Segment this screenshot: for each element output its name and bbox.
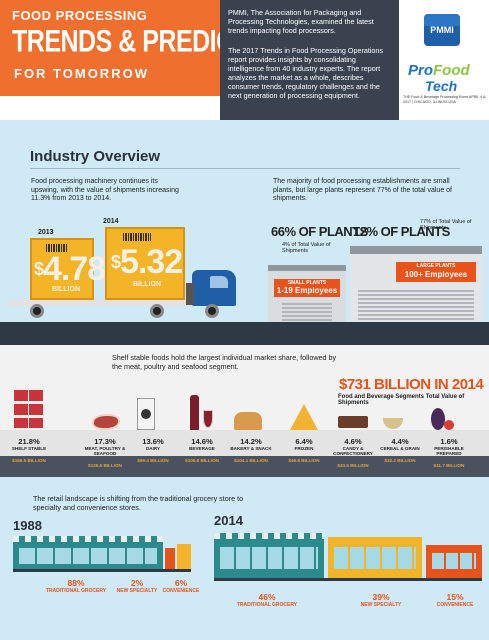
wine-glass-icon — [203, 410, 213, 428]
category-item: 4.4% CEREAL & GRAIN $32.2 BILLION — [380, 437, 420, 463]
industry-overview-title: Industry Overview — [30, 148, 161, 165]
large-plants-note: 77% of Total Value of Shipments — [420, 219, 472, 231]
steak-icon — [92, 414, 120, 430]
retail-1988-specialty: 2% NEW SPECIALTY — [116, 578, 158, 594]
section-divider — [30, 168, 460, 169]
shipment-box-2014: $5.32 BILLION — [105, 227, 185, 300]
category-item: 4.6% CANDY & CONFECTIONERY $33.6 BILLION — [333, 437, 373, 468]
total-value-subheading: Food and Beverage Segments Total Value o… — [338, 394, 465, 406]
category-item: 6.4% FROZEN $46.8 BILLION — [288, 437, 320, 463]
header-title-panel — [0, 0, 220, 96]
small-plant-building: SMALL PLANTS 1-19 Employees — [268, 265, 346, 323]
truck-wheel — [150, 304, 164, 318]
retail-1988-convenience: 6% CONVENIENCE — [162, 578, 200, 594]
large-plants-employees: 100+ Employees — [404, 270, 468, 279]
header-intro-p2: The 2017 Trends in Food Processing Opera… — [228, 46, 384, 100]
road — [0, 322, 489, 345]
truck-trailer-bed — [8, 300, 196, 306]
eggplant-icon — [431, 408, 445, 430]
category-list: 21.8% SHELF STABLE $159.5 BILLION 17.3% … — [0, 437, 489, 477]
milk-carton-icon — [137, 398, 155, 430]
small-plants-employees: 1-19 Employees — [276, 286, 338, 295]
year-2014-label: 2014 — [103, 218, 119, 225]
cereal-bowl-icon — [383, 418, 403, 429]
industry-text-right: The majority of food processing establis… — [273, 178, 453, 203]
shelf-surface — [0, 430, 489, 456]
header-intro-p1: PMMI, The Association for Packaging and … — [228, 8, 374, 35]
pizza-slice-icon — [290, 404, 318, 430]
category-item: 21.8% SHELF STABLE $159.5 BILLION — [11, 437, 47, 463]
category-item: 17.3% MEAT, POULTRY & SEAFOOD $126.5 BIL… — [84, 437, 126, 468]
large-plant-building: LARGE PLANTS 100+ Employees — [350, 246, 482, 322]
wine-bottle-icon — [190, 395, 199, 431]
small-plants-label: SMALL PLANTS — [287, 280, 327, 286]
year-2013-label: 2013 — [38, 229, 54, 236]
category-item: 14.2% BAKERY & SNACK $104.1 BILLION — [230, 437, 272, 463]
category-item: 1.6% PERISHABLE PREPARED $11.7 BILLION — [433, 437, 465, 468]
shelf-edge — [0, 456, 489, 477]
shipment-box-2013: $4.78 BILLION — [30, 238, 106, 300]
truck-wheel — [30, 304, 44, 318]
year-1988-label: 1988 — [13, 518, 42, 533]
cans-icon — [14, 388, 44, 428]
profood-tagline: THE Food & Beverage Processing Event APR… — [403, 95, 487, 104]
retail-2014-convenience: 15% CONVENIENCE — [436, 592, 474, 608]
truck-wheel — [205, 304, 219, 318]
total-value-heading: $731 BILLION IN 2014 — [339, 376, 484, 393]
tomato-icon — [444, 420, 454, 430]
profood-logo: ProFood — [408, 62, 470, 79]
retail-2014-grocery: 46% TRADITIONAL GROCERY — [236, 592, 298, 608]
pmmi-logo: PMMI — [424, 14, 460, 46]
retail-text: The retail landscape is shifting from th… — [33, 494, 244, 512]
market-share-text: Shelf stable foods hold the largest indi… — [112, 353, 337, 371]
category-item: 13.6% DAIRY $99.4 BILLION — [137, 437, 169, 463]
large-plants-label: LARGE PLANTS — [416, 263, 456, 269]
industry-text-left: Food processing machinery continues its … — [31, 178, 179, 203]
bread-icon — [234, 412, 262, 430]
stores-2014 — [214, 533, 482, 581]
small-plants-pct: 66% OF PLANTS — [271, 224, 368, 239]
large-plants-pct: 12% OF PLANTS — [353, 224, 450, 239]
stores-1988 — [13, 536, 191, 572]
year-2014-retail-label: 2014 — [214, 513, 243, 528]
truck-exhaust — [186, 283, 194, 305]
retail-1988-grocery: 88% TRADITIONAL GROCERY — [45, 578, 107, 594]
truck-window — [210, 276, 228, 288]
profood-logo-tech: Tech — [425, 78, 458, 94]
header-title-line1: FOOD PROCESSING — [12, 8, 148, 23]
retail-2014-specialty: 39% NEW SPECIALTY — [360, 592, 402, 608]
header-title-line3: FOR TOMORROW — [14, 66, 149, 81]
candy-icon — [338, 416, 368, 428]
category-item: 14.6% BEVERAGE $106.8 BILLION — [185, 437, 219, 463]
small-plants-note: 4% of Total Value of Shipments — [282, 242, 331, 254]
